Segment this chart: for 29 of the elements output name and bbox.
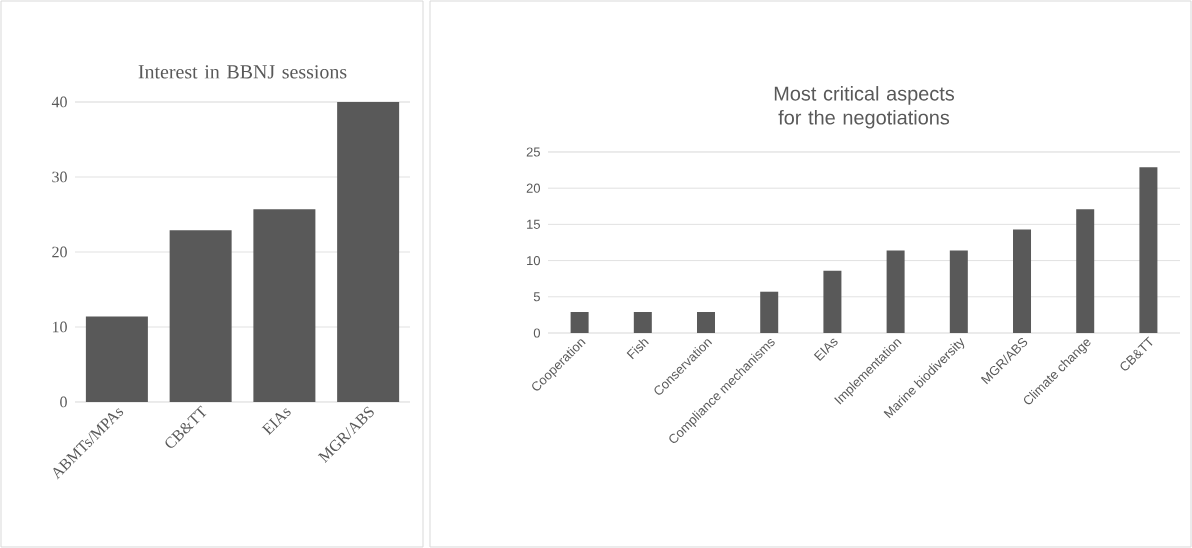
bar xyxy=(633,311,652,333)
bar xyxy=(1076,209,1095,333)
bar xyxy=(697,311,716,333)
chart-title: Interest in BBNJ sessions xyxy=(138,65,347,79)
y-tick-label: 5 xyxy=(533,292,540,302)
bar xyxy=(253,209,316,402)
y-tick-label: 0 xyxy=(533,328,541,338)
chart-title: Most critical aspects for the negotiations xyxy=(774,86,955,129)
bar xyxy=(949,250,968,333)
bar xyxy=(760,291,779,333)
bar xyxy=(337,101,400,402)
y-tick-label: 20 xyxy=(526,183,540,193)
bar xyxy=(886,250,905,333)
bar xyxy=(169,230,232,402)
y-tick-label: 10 xyxy=(52,321,67,333)
y-tick-label: 15 xyxy=(527,219,540,229)
bar xyxy=(85,316,148,402)
y-tick-label: 0 xyxy=(60,396,67,408)
bar xyxy=(823,270,842,333)
y-tick-label: 30 xyxy=(52,171,67,183)
y-tick-label: 25 xyxy=(526,147,540,157)
x-tick-label: Fish xyxy=(626,339,649,360)
bar xyxy=(1139,167,1158,333)
bar xyxy=(570,311,589,333)
y-tick-label: 40 xyxy=(51,96,67,108)
y-tick-label: 20 xyxy=(52,246,67,258)
y-tick-label: 10 xyxy=(527,256,540,266)
bar xyxy=(1013,229,1032,333)
x-tick-label: EIAs xyxy=(261,408,291,436)
